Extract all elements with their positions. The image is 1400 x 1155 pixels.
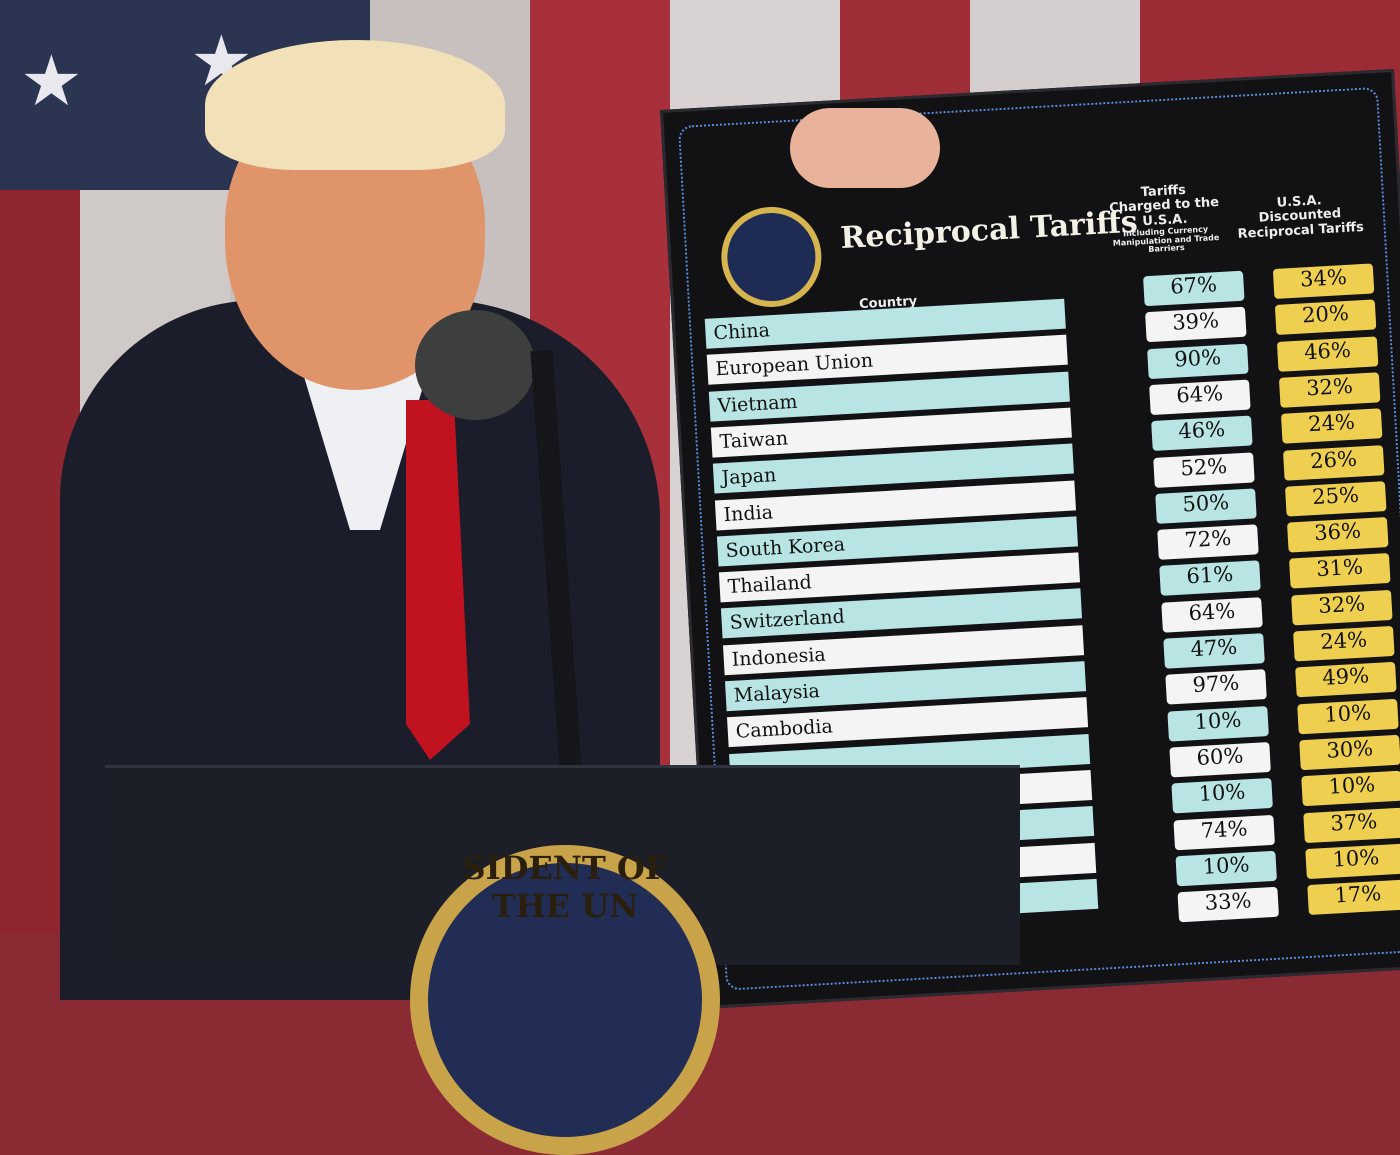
- charged-cell: 64%: [1161, 596, 1263, 633]
- discounted-cell: 10%: [1305, 843, 1400, 879]
- discounted-cell: 24%: [1293, 625, 1395, 662]
- charged-cell: 50%: [1155, 488, 1257, 524]
- podium-seal: SIDENT OF THE UN: [410, 845, 720, 1155]
- discounted-cell: 10%: [1297, 698, 1399, 734]
- hand: [790, 108, 940, 188]
- charged-cell: 39%: [1145, 306, 1247, 343]
- charged-cell: 33%: [1177, 886, 1280, 923]
- charged-cell: 52%: [1153, 451, 1255, 488]
- star-icon: ★: [20, 40, 83, 122]
- microphone: [415, 310, 535, 420]
- discounted-cell: 10%: [1301, 770, 1400, 807]
- discounted-cell: 30%: [1299, 734, 1400, 771]
- charged-cell: 64%: [1149, 379, 1251, 415]
- discounted-cell: 32%: [1291, 589, 1393, 626]
- discounted-cell: 37%: [1303, 807, 1400, 843]
- hair: [205, 40, 505, 170]
- charged-cell: 46%: [1151, 415, 1253, 452]
- charged-cell: 10%: [1175, 850, 1277, 887]
- discounted-cell: 32%: [1278, 372, 1381, 408]
- discounted-cell: 49%: [1295, 662, 1397, 698]
- discounted-cell: 26%: [1282, 444, 1385, 481]
- discounted-cell: 24%: [1280, 408, 1383, 444]
- discounted-cell: 25%: [1284, 480, 1387, 517]
- charged-cell: 72%: [1157, 524, 1259, 560]
- discounted-cell: 31%: [1289, 553, 1391, 589]
- discounted-cell: 36%: [1287, 517, 1389, 553]
- charged-cell: 10%: [1167, 705, 1269, 742]
- charged-cell: 74%: [1173, 814, 1275, 850]
- charged-cell: 67%: [1143, 270, 1245, 307]
- discounted-header: U.S.A. Discounted Reciprocal Tariffs: [1237, 193, 1365, 242]
- charged-cell: 10%: [1171, 778, 1273, 814]
- charged-header: Tariffs Charged to the U.S.A. Including C…: [1108, 182, 1220, 255]
- discounted-cell: 46%: [1276, 335, 1379, 372]
- discounted-cell: 20%: [1274, 299, 1377, 336]
- charged-cell: 61%: [1159, 560, 1261, 597]
- charged-cell: 97%: [1165, 669, 1267, 705]
- charged-cell: 47%: [1163, 633, 1265, 669]
- discounted-cell: 34%: [1272, 263, 1375, 299]
- discounted-cell: 17%: [1307, 879, 1400, 916]
- charged-cell: 60%: [1169, 741, 1271, 778]
- charged-cell: 90%: [1147, 343, 1249, 379]
